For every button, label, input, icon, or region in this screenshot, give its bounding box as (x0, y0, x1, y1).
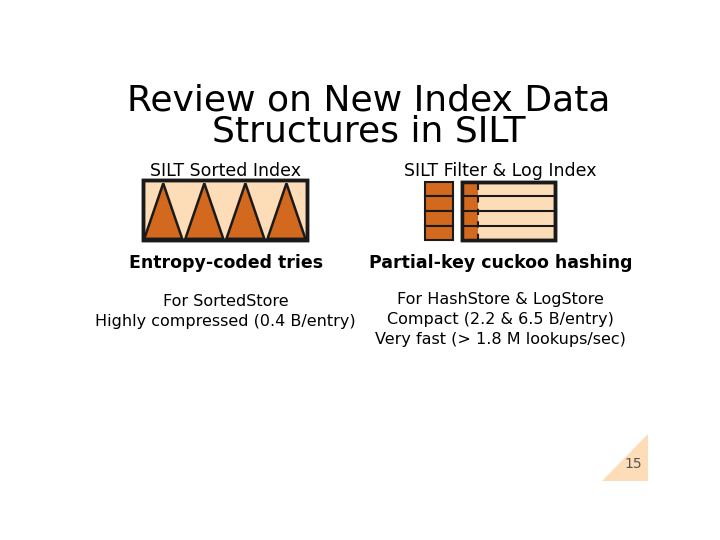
Bar (462, 226, 477, 240)
Text: SILT Sorted Index: SILT Sorted Index (150, 162, 301, 180)
Bar (425, 226, 453, 240)
Bar (143, 180, 307, 240)
Bar (462, 182, 477, 197)
Polygon shape (144, 184, 182, 239)
Text: 15: 15 (624, 457, 642, 471)
Bar (462, 211, 477, 226)
Bar (425, 182, 453, 197)
Text: Very fast (> 1.8 M lookups/sec): Very fast (> 1.8 M lookups/sec) (375, 332, 626, 347)
Polygon shape (267, 184, 305, 239)
Text: For SortedStore: For SortedStore (163, 294, 289, 309)
Text: SILT Filter & Log Index: SILT Filter & Log Index (405, 162, 597, 180)
Bar (143, 180, 307, 240)
Bar (425, 197, 453, 211)
Text: Structures in SILT: Structures in SILT (212, 115, 526, 149)
Text: Review on New Index Data: Review on New Index Data (127, 84, 611, 118)
Bar (462, 182, 555, 240)
Polygon shape (226, 184, 264, 239)
Text: Highly compressed (0.4 B/entry): Highly compressed (0.4 B/entry) (95, 314, 356, 329)
Bar (425, 211, 453, 226)
Polygon shape (601, 434, 648, 481)
Bar (462, 182, 555, 240)
Text: For HashStore & LogStore: For HashStore & LogStore (397, 292, 604, 307)
Text: Entropy-coded tries: Entropy-coded tries (129, 254, 323, 273)
Text: Partial-key cuckoo hashing: Partial-key cuckoo hashing (369, 254, 632, 273)
Text: Compact (2.2 & 6.5 B/entry): Compact (2.2 & 6.5 B/entry) (387, 312, 614, 327)
Polygon shape (185, 184, 223, 239)
Bar (462, 197, 477, 211)
